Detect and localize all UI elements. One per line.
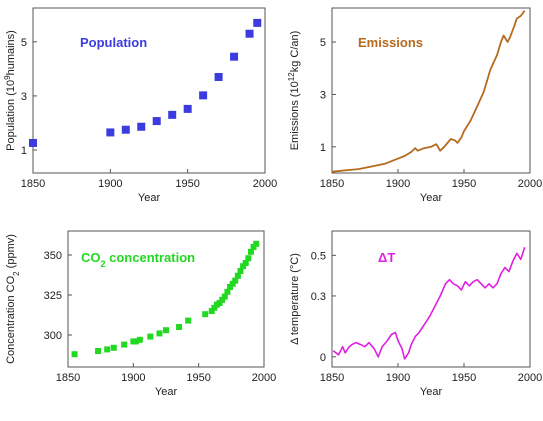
data-point xyxy=(147,333,154,340)
y-tick-label: 1 xyxy=(320,142,326,154)
x-tick-label: 1850 xyxy=(56,372,80,384)
data-point xyxy=(234,272,241,279)
plot-frame xyxy=(331,7,531,174)
data-point xyxy=(183,104,192,113)
data-point xyxy=(152,117,161,126)
data-point xyxy=(202,311,209,318)
y-tick-label: 325 xyxy=(44,290,62,302)
x-axis-label: Year xyxy=(420,386,443,398)
y-axis-label: Population (109humains) xyxy=(3,30,18,151)
data-point xyxy=(71,351,78,358)
x-tick-label: 1850 xyxy=(21,178,45,190)
x-tick-label: 2000 xyxy=(252,372,276,384)
data-point xyxy=(242,260,249,266)
panel-title: CO2 concentration xyxy=(81,250,195,269)
data-point xyxy=(237,268,244,274)
series-line xyxy=(332,246,526,360)
panel-title: ΔT xyxy=(378,250,395,265)
data-point xyxy=(121,125,130,134)
x-tick-label: 1850 xyxy=(320,178,344,190)
data-point xyxy=(247,248,254,255)
y-tick-label: 5 xyxy=(21,37,27,49)
y-tick-label: 300 xyxy=(44,330,62,342)
y-tick-label: 5 xyxy=(320,37,326,49)
y-axis-label: Emissions (1012kg C/an) xyxy=(287,31,302,151)
data-point xyxy=(168,110,177,119)
data-point xyxy=(185,317,192,324)
plot-frame xyxy=(67,230,265,368)
data-point xyxy=(253,18,262,27)
x-axis-label: Year xyxy=(420,192,443,204)
data-point xyxy=(176,324,183,330)
data-point xyxy=(95,348,102,354)
data-point xyxy=(221,293,228,300)
y-axis-label: Δ temperature (°C) xyxy=(289,253,301,345)
y-tick-label: 0.5 xyxy=(311,250,326,262)
x-tick-label: 2000 xyxy=(253,178,277,190)
x-tick-label: 1850 xyxy=(320,372,344,384)
y-tick-label: 3 xyxy=(320,89,326,101)
data-point xyxy=(163,327,169,334)
x-tick-label: 1950 xyxy=(186,372,210,384)
data-point xyxy=(253,240,260,247)
panel-1: 1850 1900 1950 2000 1 3 5 Year Population (109hu… xyxy=(3,7,277,204)
data-point xyxy=(211,304,218,311)
plot-frame xyxy=(331,230,531,368)
data-point xyxy=(199,91,208,100)
data-point xyxy=(230,52,239,61)
series-line xyxy=(331,10,526,173)
data-point xyxy=(229,280,236,287)
x-tick-label: 1900 xyxy=(386,372,410,384)
data-point xyxy=(250,244,257,250)
data-point xyxy=(156,330,163,337)
x-axis-label: Year xyxy=(138,192,161,204)
y-tick-label: 0.3 xyxy=(311,291,326,303)
x-tick-label: 1900 xyxy=(121,372,145,384)
data-point xyxy=(219,296,226,303)
data-point xyxy=(29,138,37,147)
x-tick-label: 1900 xyxy=(386,178,410,190)
panel-title: Population xyxy=(80,35,147,50)
data-point xyxy=(240,263,247,270)
data-point xyxy=(227,284,234,290)
data-point xyxy=(208,308,215,314)
plot-frame xyxy=(32,7,266,174)
data-point xyxy=(137,122,146,131)
data-point xyxy=(214,72,223,81)
panel-4: 1850 1900 1950 2000 0 0.3 0.5 Year Δ temperature… xyxy=(289,230,542,398)
x-tick-label: 1900 xyxy=(98,178,122,190)
panel-3: 1850 1900 1950 2000 300 325 350 Year Concentrati… xyxy=(5,230,276,398)
y-tick-label: 3 xyxy=(21,91,27,103)
data-point xyxy=(132,338,139,345)
x-tick-label: 1950 xyxy=(452,372,476,384)
y-tick-label: 1 xyxy=(21,145,27,157)
data-point xyxy=(110,344,117,351)
x-axis-label: Year xyxy=(155,386,178,398)
x-tick-label: 2000 xyxy=(518,372,542,384)
data-point xyxy=(121,341,128,348)
x-tick-label: 1950 xyxy=(175,178,199,190)
y-axis-label: Concentration CO2 (ppmv) xyxy=(5,234,21,364)
data-point xyxy=(106,128,115,137)
data-point xyxy=(224,288,231,295)
y-tick-label: 350 xyxy=(44,250,62,262)
x-tick-label: 1950 xyxy=(452,178,476,190)
y-tick-label: 0 xyxy=(320,352,326,364)
data-point xyxy=(245,255,252,262)
data-point xyxy=(245,29,254,38)
panel-title: Emissions xyxy=(358,35,423,50)
panel-2: 1850 1900 1950 2000 1 3 5 Year Emissions (1012kg… xyxy=(287,7,542,204)
x-tick-label: 2000 xyxy=(518,178,542,190)
data-point xyxy=(216,300,223,306)
data-point xyxy=(136,336,143,343)
data-point xyxy=(104,346,111,353)
data-point xyxy=(232,277,239,284)
